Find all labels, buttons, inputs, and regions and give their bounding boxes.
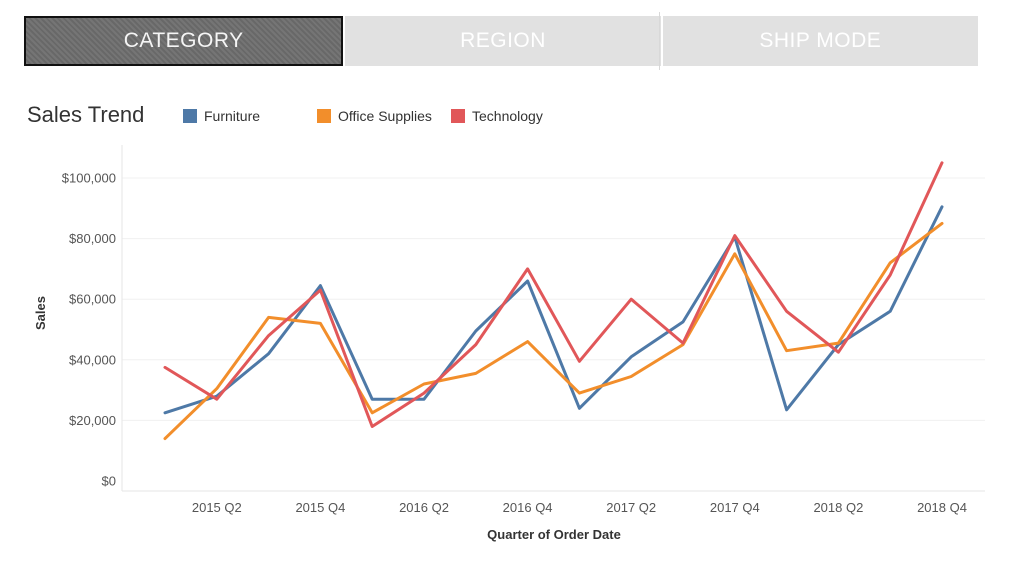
x-tick-label: 2017 Q2 xyxy=(606,500,656,515)
x-tick-label: 2017 Q4 xyxy=(710,500,760,515)
legend-label-office-supplies: Office Supplies xyxy=(338,108,432,124)
y-tick-label: $40,000 xyxy=(69,352,116,367)
tab-divider xyxy=(659,12,660,70)
x-tick-label: 2018 Q2 xyxy=(813,500,863,515)
tab-ship-mode[interactable]: SHIP MODE xyxy=(660,16,978,66)
y-tick-label: $20,000 xyxy=(69,413,116,428)
y-tick-label: $0 xyxy=(102,474,116,489)
axes: $0 $20,000 $40,000 $60,000 $80,000 $100,000 20… xyxy=(62,145,985,515)
series-line-furniture[interactable] xyxy=(163,205,944,415)
x-axis-title: Quarter of Order Date xyxy=(487,527,621,542)
x-tick-label: 2015 Q2 xyxy=(192,500,242,515)
x-tick-label: 2018 Q4 xyxy=(917,500,967,515)
series-line-technology[interactable] xyxy=(163,161,944,428)
y-axis-title: Sales xyxy=(33,296,48,330)
legend-swatch-technology xyxy=(451,109,465,123)
legend-item-technology[interactable]: Technology xyxy=(451,108,543,124)
x-tick-label: 2016 Q2 xyxy=(399,500,449,515)
legend-label-furniture: Furniture xyxy=(204,108,261,124)
x-tick-label: 2016 Q4 xyxy=(503,500,553,515)
tab-region[interactable]: REGION xyxy=(343,16,661,66)
legend-swatch-office-supplies xyxy=(317,109,331,123)
x-tick-label: 2015 Q4 xyxy=(295,500,345,515)
dimension-tabs: CATEGORY REGION SHIP MODE xyxy=(24,16,978,66)
y-tick-label: $100,000 xyxy=(62,171,116,186)
series-line-office-supplies[interactable] xyxy=(163,221,944,441)
chart-title: Sales Trend xyxy=(27,102,145,127)
legend-item-office-supplies[interactable]: Office Supplies xyxy=(317,108,432,124)
tab-category[interactable]: CATEGORY xyxy=(24,16,344,66)
legend-item-furniture[interactable]: Furniture xyxy=(183,108,260,124)
legend-label-technology: Technology xyxy=(472,108,543,124)
series-lines xyxy=(163,161,944,441)
y-tick-label: $80,000 xyxy=(69,231,116,246)
y-tick-label: $60,000 xyxy=(69,292,116,307)
legend-swatch-furniture xyxy=(183,109,197,123)
gridlines xyxy=(122,177,985,421)
